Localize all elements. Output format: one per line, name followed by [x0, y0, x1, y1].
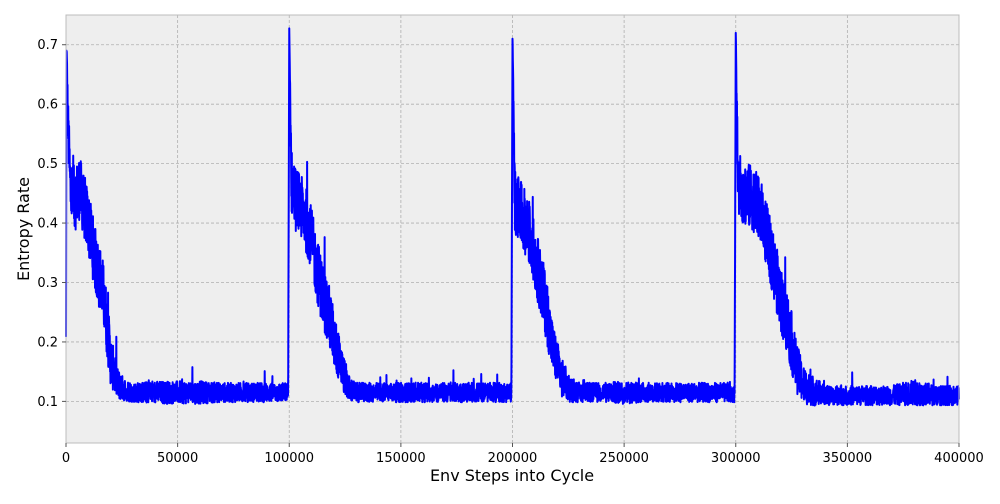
x-axis-label: Env Steps into Cycle [430, 466, 594, 485]
y-axis-label: Entropy Rate [14, 177, 33, 281]
x-tick-label: 150000 [376, 451, 426, 466]
x-tick-label: 100000 [264, 451, 314, 466]
x-tick-label: 300000 [711, 451, 761, 466]
y-tick-label: 0.5 [37, 157, 58, 172]
x-tick-label: 400000 [934, 451, 984, 466]
x-tick-label: 200000 [488, 451, 538, 466]
y-tick-label: 0.2 [37, 335, 58, 350]
series-line-0 [65, 27, 960, 407]
data-series [65, 27, 960, 407]
y-tick-label: 0.7 [37, 38, 58, 53]
y-tick-label: 0.1 [37, 395, 58, 410]
y-axis-ticks: 0.1 0.2 0.3 0.4 0.5 0.6 0.7 [37, 38, 66, 410]
y-tick-label: 0.3 [37, 276, 58, 291]
x-tick-label: 50000 [157, 451, 198, 466]
x-tick-label: 0 [62, 451, 70, 466]
y-tick-label: 0.4 [37, 217, 58, 232]
y-tick-label: 0.6 [37, 98, 58, 113]
x-tick-label: 250000 [599, 451, 649, 466]
x-axis-ticks: 0 50000 100000 150000 200000 250000 300000 3500… [62, 443, 984, 466]
x-tick-label: 350000 [823, 451, 873, 466]
